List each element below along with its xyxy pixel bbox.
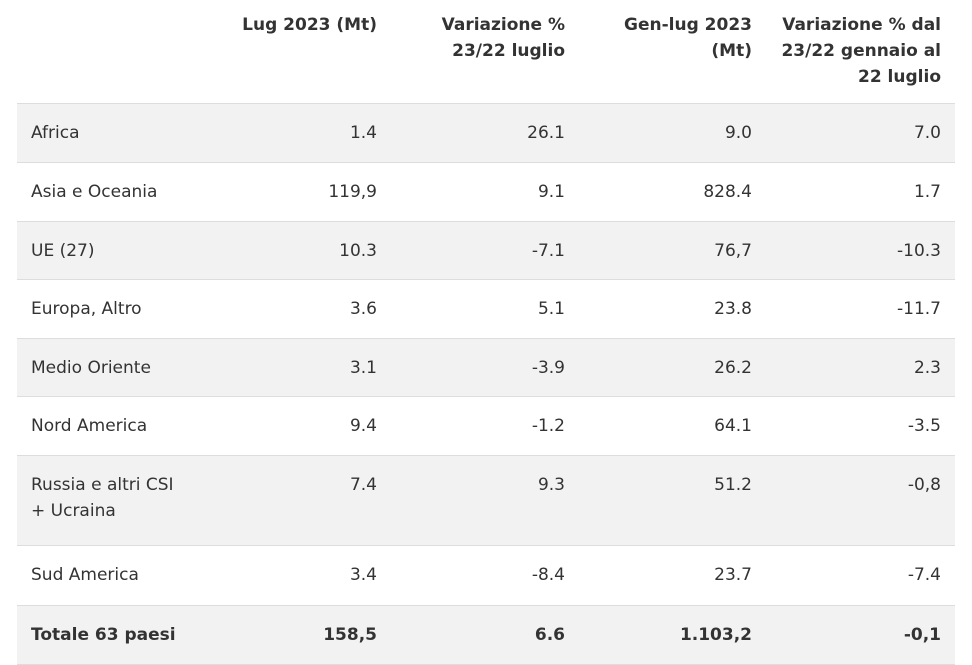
total-label: Totale 63 paesi bbox=[17, 605, 198, 665]
jan-jul-2023-cell: 26.2 bbox=[579, 338, 766, 397]
total-row: Totale 63 paesi 158,5 6.6 1.103,2 -0,1 bbox=[17, 605, 955, 665]
july-2023-cell: 1.4 bbox=[198, 103, 391, 163]
header-jan-jul-2023: Gen-lug 2023 (Mt) bbox=[579, 0, 766, 104]
table-row: Africa 1.4 26.1 9.0 7.0 bbox=[17, 103, 955, 163]
jan-jul-2023-cell: 64.1 bbox=[579, 396, 766, 456]
table-row: UE (27) 10.3 -7.1 76,7 -10.3 bbox=[17, 221, 955, 280]
jan-jul-2023-cell: 23.8 bbox=[579, 279, 766, 339]
july-2023-cell: 7.4 bbox=[198, 455, 391, 546]
region-cell: Sud America bbox=[17, 545, 198, 606]
table-row: Russia e altri CSI + Ucraina 7.4 9.3 51.… bbox=[17, 455, 955, 546]
jan-jul-change-cell: 2.3 bbox=[766, 338, 955, 397]
jan-jul-2023-cell: 76,7 bbox=[579, 221, 766, 280]
region-cell: Russia e altri CSI + Ucraina bbox=[17, 455, 198, 546]
region-cell: Nord America bbox=[17, 396, 198, 456]
region-cell: UE (27) bbox=[17, 221, 198, 280]
july-2023-cell: 3.1 bbox=[198, 338, 391, 397]
jan-jul-change-cell: -0,8 bbox=[766, 455, 955, 546]
july-change-cell: 26.1 bbox=[391, 103, 579, 163]
july-2023-total: 158,5 bbox=[198, 605, 391, 665]
table-row: Europa, Altro 3.6 5.1 23.8 -11.7 bbox=[17, 279, 955, 339]
july-change-cell: 9.3 bbox=[391, 455, 579, 546]
region-cell: Africa bbox=[17, 103, 198, 163]
july-2023-cell: 10.3 bbox=[198, 221, 391, 280]
header-jan-jul-change: Variazione % dal 23/22 gennaio al 22 lug… bbox=[766, 0, 955, 104]
jan-jul-change-cell: -3.5 bbox=[766, 396, 955, 456]
jan-jul-change-cell: -11.7 bbox=[766, 279, 955, 339]
region-cell: Asia e Oceania bbox=[17, 162, 198, 222]
july-change-cell: 9.1 bbox=[391, 162, 579, 222]
jan-jul-2023-cell: 828.4 bbox=[579, 162, 766, 222]
july-change-cell: -8.4 bbox=[391, 545, 579, 606]
jan-jul-2023-cell: 51.2 bbox=[579, 455, 766, 546]
jan-jul-2023-cell: 23.7 bbox=[579, 545, 766, 606]
jan-jul-change-cell: -10.3 bbox=[766, 221, 955, 280]
july-2023-cell: 119,9 bbox=[198, 162, 391, 222]
table-row: Asia e Oceania 119,9 9.1 828.4 1.7 bbox=[17, 162, 955, 222]
july-change-cell: 5.1 bbox=[391, 279, 579, 339]
table-row: Medio Oriente 3.1 -3.9 26.2 2.3 bbox=[17, 338, 955, 397]
jan-jul-change-total: -0,1 bbox=[766, 605, 955, 665]
jan-jul-2023-total: 1.103,2 bbox=[579, 605, 766, 665]
jan-jul-change-cell: -7.4 bbox=[766, 545, 955, 606]
header-july-change: Variazione % 23/22 luglio bbox=[391, 0, 579, 104]
jan-jul-change-cell: 7.0 bbox=[766, 103, 955, 163]
region-cell: Europa, Altro bbox=[17, 279, 198, 339]
header-region bbox=[17, 0, 198, 104]
july-change-cell: -3.9 bbox=[391, 338, 579, 397]
steel-production-table: Lug 2023 (Mt) Variazione % 23/22 luglio … bbox=[17, 0, 955, 665]
july-2023-cell: 3.4 bbox=[198, 545, 391, 606]
july-2023-cell: 9.4 bbox=[198, 396, 391, 456]
header-row: Lug 2023 (Mt) Variazione % 23/22 luglio … bbox=[17, 0, 955, 104]
july-2023-cell: 3.6 bbox=[198, 279, 391, 339]
july-change-total: 6.6 bbox=[391, 605, 579, 665]
region-cell: Medio Oriente bbox=[17, 338, 198, 397]
table-row: Nord America 9.4 -1.2 64.1 -3.5 bbox=[17, 396, 955, 456]
jan-jul-change-cell: 1.7 bbox=[766, 162, 955, 222]
jan-jul-2023-cell: 9.0 bbox=[579, 103, 766, 163]
july-change-cell: -1.2 bbox=[391, 396, 579, 456]
july-change-cell: -7.1 bbox=[391, 221, 579, 280]
table-row: Sud America 3.4 -8.4 23.7 -7.4 bbox=[17, 545, 955, 606]
header-july-2023: Lug 2023 (Mt) bbox=[198, 0, 391, 104]
